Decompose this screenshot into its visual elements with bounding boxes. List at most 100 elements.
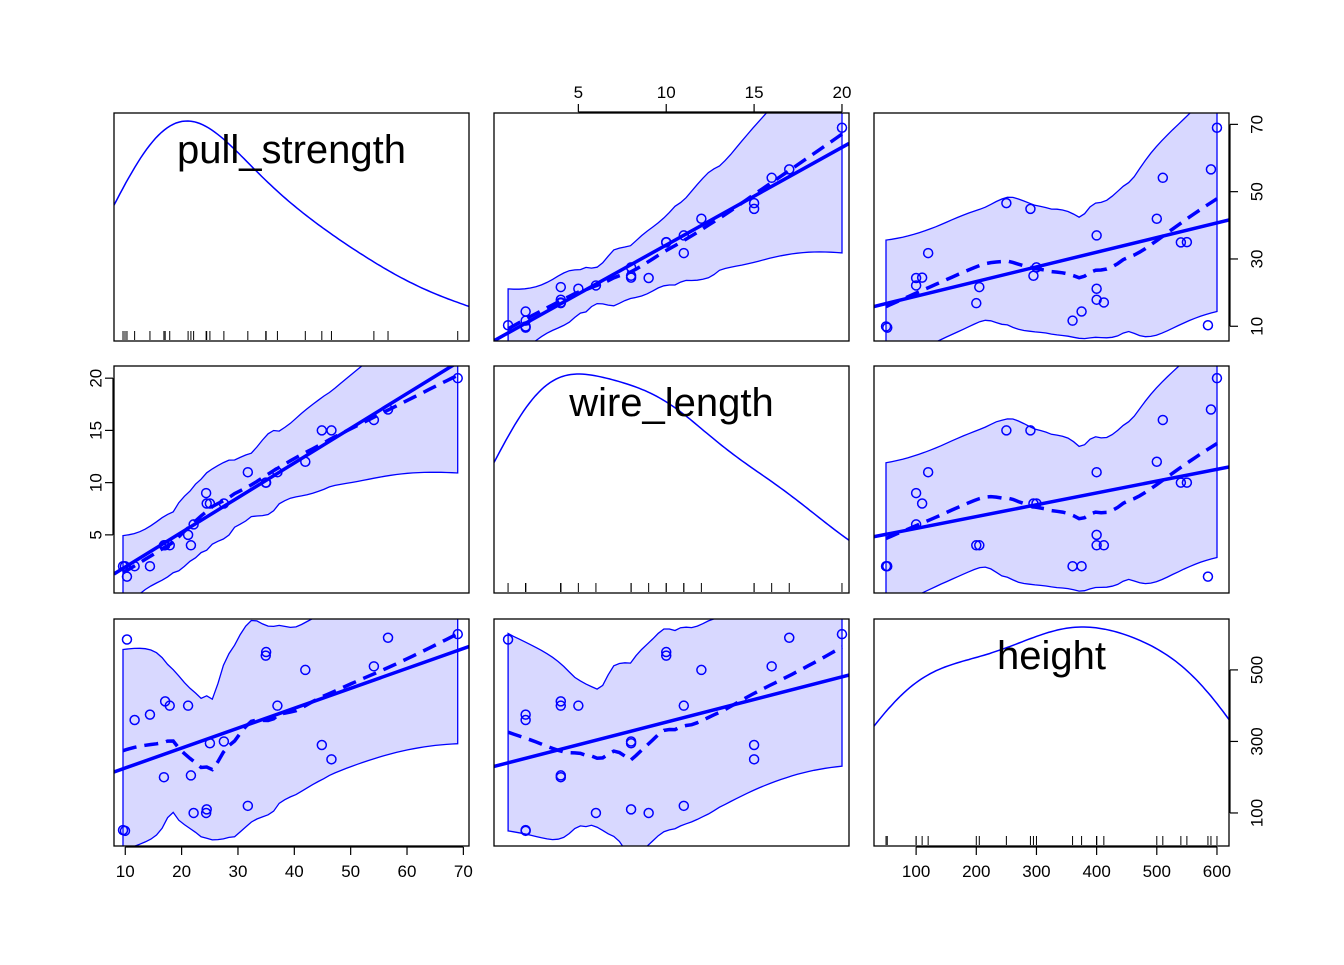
panel-frame — [493, 112, 850, 342]
data-point — [188, 519, 199, 530]
panel-height-vs-wire_length — [493, 618, 850, 847]
data-point — [144, 560, 156, 572]
data-point — [204, 498, 216, 509]
data-point — [836, 628, 848, 640]
panel-height-vs-pull_strength — [113, 618, 470, 847]
data-point — [678, 247, 690, 259]
bottom-axis-pull-strength-label: 70 — [454, 862, 473, 881]
data-point — [1181, 236, 1193, 248]
data-point — [200, 807, 212, 819]
variable-label-wire_length: wire_length — [568, 381, 774, 425]
data-point — [452, 372, 463, 384]
data-point — [188, 807, 199, 819]
right-axis-height-label: 500 — [1247, 656, 1266, 684]
bottom-axis-pull-strength-label: 20 — [172, 862, 191, 881]
smoother-band — [122, 619, 459, 846]
data-point — [158, 771, 170, 783]
data-point — [1091, 230, 1102, 241]
bottom-axis-pull-strength-label: 60 — [398, 862, 417, 881]
smoother-band — [507, 113, 843, 341]
data-point — [300, 456, 311, 467]
regression-line — [494, 141, 849, 341]
data-point — [910, 272, 922, 284]
data-point — [316, 425, 328, 436]
smoother-line — [507, 645, 843, 763]
top-axis-wire-length-label: 15 — [745, 83, 764, 102]
data-point — [1067, 315, 1078, 326]
data-point — [555, 297, 567, 308]
top-axis-wire-length-label: 20 — [833, 83, 852, 102]
data-point — [1001, 197, 1012, 209]
data-point — [452, 628, 463, 640]
data-point — [696, 213, 707, 225]
panel-frame — [113, 112, 470, 342]
data-point — [783, 632, 795, 643]
bottom-axis-height-label: 300 — [1022, 862, 1050, 881]
data-point — [783, 164, 795, 175]
data-point — [971, 540, 982, 551]
data-point — [260, 646, 272, 658]
right-axis-pull-strength-label: 30 — [1247, 250, 1266, 269]
panel-content — [494, 113, 849, 341]
data-point — [910, 280, 922, 291]
panel-frame — [873, 365, 1230, 594]
data-point — [520, 824, 531, 836]
panel-content — [114, 120, 469, 340]
data-point — [300, 664, 311, 676]
data-point — [922, 466, 934, 478]
data-point — [880, 321, 892, 332]
panel-frame — [493, 365, 850, 594]
data-point — [520, 709, 531, 720]
data-point — [185, 770, 197, 781]
data-point — [182, 700, 194, 711]
data-point — [625, 804, 637, 815]
data-point — [555, 294, 567, 305]
data-point — [502, 320, 514, 331]
data-point — [182, 529, 194, 541]
data-point — [1031, 498, 1042, 509]
bottom-axis-pull-strength-label: 10 — [116, 862, 135, 881]
left-axis-wire-length-label: 15 — [86, 421, 105, 440]
panel-content — [494, 373, 849, 592]
right-axis-pull-strength-label: 10 — [1247, 317, 1266, 336]
data-point — [881, 322, 893, 333]
data-point — [696, 664, 707, 676]
data-point — [368, 414, 380, 426]
data-point — [555, 696, 567, 707]
data-point — [204, 737, 216, 749]
data-point — [748, 203, 760, 215]
data-point — [185, 540, 197, 551]
variable-label-height: height — [997, 634, 1106, 678]
data-point — [201, 498, 212, 509]
data-point — [1202, 320, 1214, 331]
bottom-axis-pull-strength-label: 50 — [341, 862, 360, 881]
data-point — [643, 807, 654, 819]
data-point — [316, 739, 328, 751]
data-point — [590, 280, 602, 291]
regression-line — [874, 218, 1229, 309]
smoother-line — [122, 373, 459, 575]
data-point — [1098, 297, 1110, 308]
data-point — [1211, 372, 1223, 384]
data-point — [1151, 213, 1163, 225]
panel-height-vs-height — [873, 618, 1230, 847]
data-point — [1202, 571, 1214, 582]
panel-wire_length-vs-height — [873, 365, 1230, 594]
data-point — [1025, 425, 1036, 436]
data-point — [260, 650, 271, 661]
left-axis-wire-length-label: 20 — [86, 369, 105, 388]
data-point — [1076, 306, 1087, 317]
data-point — [520, 714, 531, 726]
data-point — [766, 661, 777, 672]
data-point — [1151, 456, 1163, 467]
data-point — [1157, 172, 1169, 184]
data-point — [1157, 414, 1169, 426]
data-point — [748, 739, 760, 751]
smoother-band — [885, 366, 1218, 593]
data-point — [643, 272, 654, 284]
data-point — [1001, 425, 1012, 436]
density-curve-pull_strength — [114, 120, 469, 308]
bottom-axis-pull-strength-label: 30 — [229, 862, 248, 881]
